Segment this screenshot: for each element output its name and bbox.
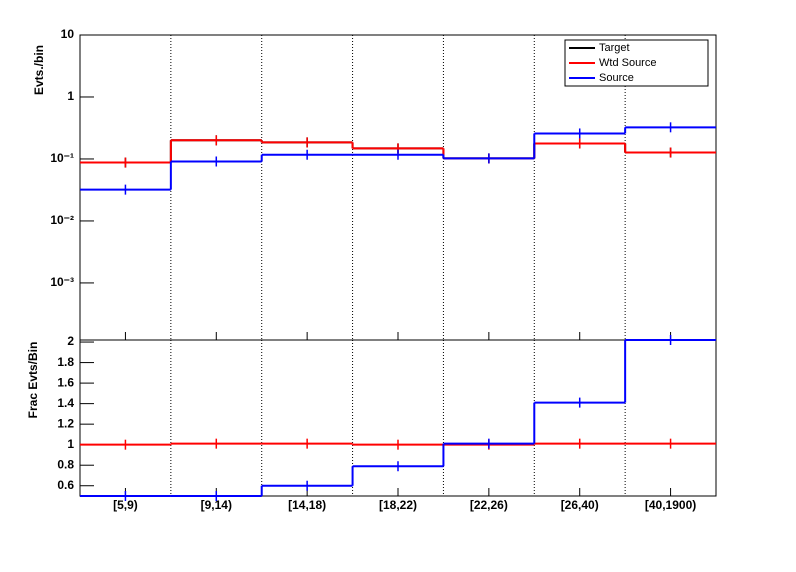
- y-tick-label: 1.8: [57, 355, 74, 369]
- x-tick-label: [18,22): [379, 498, 417, 512]
- legend-label: Source: [599, 72, 634, 84]
- x-tick-label: [22,26): [470, 498, 508, 512]
- x-tick-label: [26,40): [561, 498, 599, 512]
- y-tick-label: 1.4: [57, 396, 74, 410]
- legend: Target Wtd Source Source: [564, 39, 709, 87]
- x-tick-label: [5,9): [113, 498, 138, 512]
- legend-label: Target: [599, 42, 630, 54]
- x-tick-label: [14,18): [288, 498, 326, 512]
- legend-label: Wtd Source: [599, 57, 656, 69]
- y-tick-label: 10: [61, 27, 75, 41]
- y-axis-label: Evts./bin: [32, 45, 46, 95]
- y-tick-label: 0.8: [57, 457, 74, 471]
- x-tick-label: [40,1900): [645, 498, 696, 512]
- y-tick-label: 10⁻¹: [50, 151, 74, 165]
- y-tick-label: 1.2: [57, 416, 74, 430]
- y-tick-label: 1.6: [57, 375, 74, 389]
- y-axis-label: Frac Evts/Bin: [26, 342, 40, 419]
- y-tick-label: 10⁻²: [50, 213, 74, 227]
- y-tick-label: 10⁻³: [50, 275, 74, 289]
- y-tick-label: 2: [67, 334, 74, 348]
- y-tick-label: 1: [67, 437, 74, 451]
- y-tick-label: 0.6: [57, 478, 74, 492]
- x-tick-label: [9,14): [201, 498, 232, 512]
- y-tick-label: 1: [67, 89, 74, 103]
